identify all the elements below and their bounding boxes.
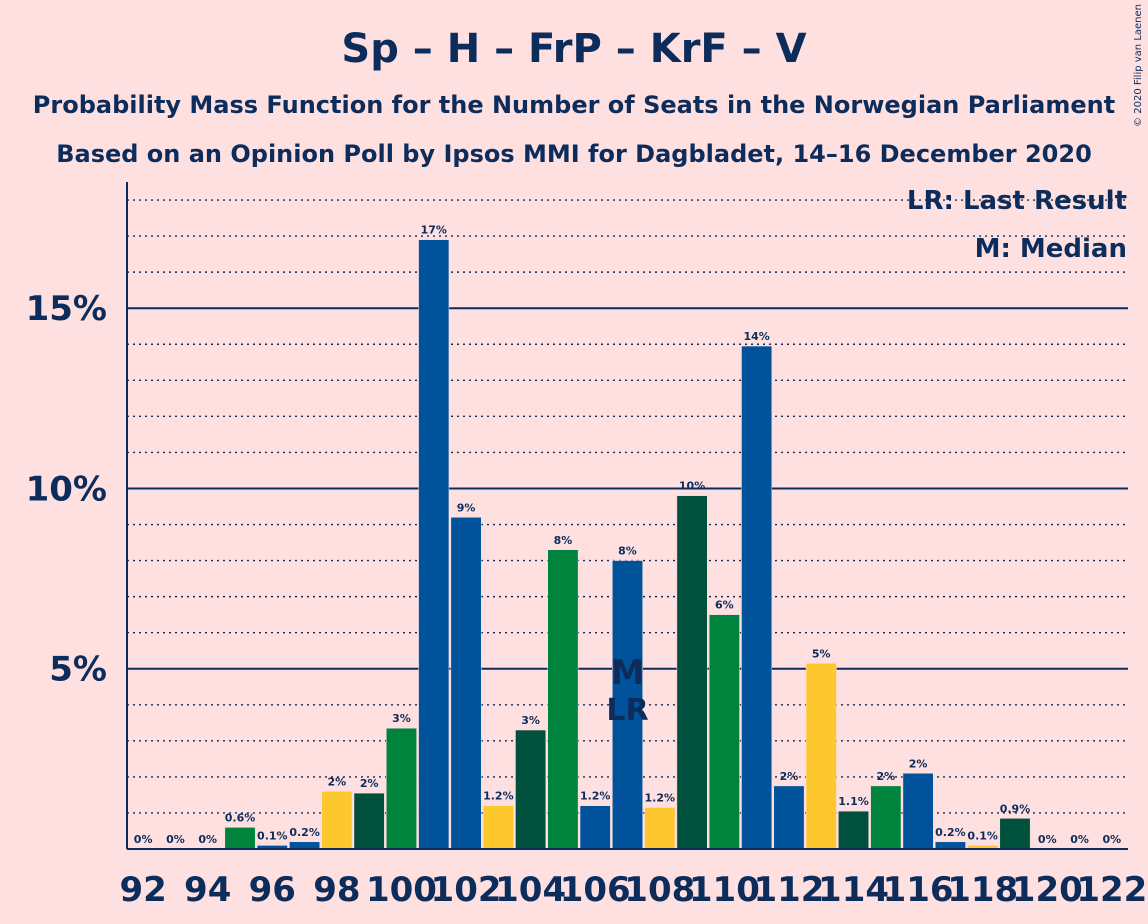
legend-median: M: Median: [975, 234, 1127, 264]
x-tick-label: 116: [883, 870, 954, 910]
x-tick-label: 100: [366, 870, 437, 910]
bar-value-label: 17%: [421, 224, 447, 237]
bar-value-label: 2%: [780, 770, 799, 783]
x-tick-label: 106: [560, 870, 631, 910]
bar-value-label: 0.1%: [257, 829, 288, 842]
bar-seat-107: [612, 560, 643, 850]
bar-value-label: 1.2%: [483, 790, 514, 803]
bar-seat-116: [902, 773, 934, 850]
bar-value-labels: 0% 0% 0%0.6%0.1% 0.2%2% 2%3%17%9%1.2%3%8%1.2…: [134, 224, 1121, 846]
bar-value-label: 0%: [198, 833, 217, 846]
bar-seat-113: [805, 663, 837, 850]
bar-value-label: 2%: [876, 770, 895, 783]
bar-seat-101: [418, 239, 450, 850]
bar-seat-117: [934, 841, 966, 850]
bar-seat-115: [870, 785, 902, 850]
x-tick-label: 120: [1012, 870, 1083, 910]
y-axis-tick-labels: 5% 10% 15%: [26, 289, 107, 690]
bar-seat-108: [644, 807, 676, 850]
bar-value-label: 0%: [1070, 833, 1089, 846]
chart-subtitle-2: Based on an Opinion Poll by Ipsos MMI fo…: [56, 140, 1092, 168]
median-marker: M: [611, 653, 645, 693]
bar-seat-103: [482, 805, 514, 850]
bar-value-label: 3%: [392, 712, 411, 725]
x-tick-label: 104: [495, 870, 566, 910]
x-tick-label: 122: [1076, 870, 1147, 910]
bar-value-label: 1.2%: [645, 792, 676, 805]
x-tick-label: 110: [689, 870, 760, 910]
bar-value-label: 1.2%: [580, 790, 611, 803]
x-tick-label: 94: [184, 870, 231, 910]
bar-value-label: 0.2%: [289, 826, 320, 839]
x-tick-label: 92: [119, 870, 166, 910]
bar-value-label: 2%: [360, 777, 379, 790]
bar-seat-106: [579, 805, 611, 850]
x-axis-tick-labels: 92 94 96 98 10010210410610811011211411611812…: [119, 870, 1147, 910]
bar-seat-99: [353, 792, 385, 850]
bars: [224, 239, 1031, 850]
bar-value-label: 2%: [328, 775, 347, 788]
bar-seat-105: [547, 549, 579, 850]
bar-seat-112: [773, 785, 805, 850]
bar-value-label: 5%: [812, 647, 831, 660]
y-tick-label: 10%: [26, 469, 107, 509]
bar-value-label: 8%: [554, 534, 573, 547]
bar-value-label: 14%: [743, 330, 769, 343]
bar-seat-102: [450, 517, 482, 850]
bar-value-label: 1.1%: [838, 795, 869, 808]
x-tick-label: 102: [431, 870, 502, 910]
x-tick-label: 96: [249, 870, 296, 910]
x-tick-label: 108: [624, 870, 695, 910]
grid-lines: [127, 199, 1128, 814]
bar-seat-109: [676, 495, 708, 850]
copyright-text: © 2020 Filip van Laenen: [1133, 4, 1144, 127]
bar-seat-104: [515, 729, 547, 850]
x-tick-label: 118: [947, 870, 1018, 910]
bar-value-label: 8%: [618, 545, 637, 558]
bar-seat-97: [289, 841, 321, 850]
legend-last-result: LR: Last Result: [907, 186, 1127, 216]
bar-value-label: 10%: [679, 480, 705, 493]
chart-title: Sp – H – FrP – KrF – V: [341, 26, 806, 72]
bar-value-label: 0%: [1038, 833, 1057, 846]
bar-value-label: 0.2%: [935, 826, 966, 839]
bar-value-label: 9%: [457, 501, 476, 514]
x-tick-label: 98: [313, 870, 360, 910]
chart-subtitle-1: Probability Mass Function for the Number…: [33, 91, 1115, 119]
bar-value-label: 6%: [715, 599, 734, 612]
bar-value-label: 3%: [521, 714, 540, 727]
bar-value-label: 0.9%: [1000, 802, 1031, 815]
bar-seat-111: [741, 345, 773, 850]
bar-seat-98: [321, 791, 353, 850]
bar-value-label: 0%: [1103, 833, 1122, 846]
bar-seat-110: [708, 614, 740, 850]
bar-seat-114: [838, 810, 869, 850]
bar-value-label: 0.1%: [967, 829, 998, 842]
bar-seat-119: [999, 818, 1031, 850]
bar-value-label: 0%: [134, 833, 153, 846]
x-tick-label: 112: [753, 870, 824, 910]
x-tick-label: 114: [818, 870, 889, 910]
y-tick-label: 15%: [26, 289, 107, 329]
bar-seat-100: [386, 727, 417, 850]
last-result-marker: LR: [606, 693, 648, 728]
bar-value-label: 2%: [909, 757, 928, 770]
bar-value-label: 0.6%: [225, 811, 256, 824]
bar-seat-95: [224, 827, 256, 850]
bar-value-label: 0%: [166, 833, 185, 846]
y-tick-label: 5%: [49, 650, 107, 690]
